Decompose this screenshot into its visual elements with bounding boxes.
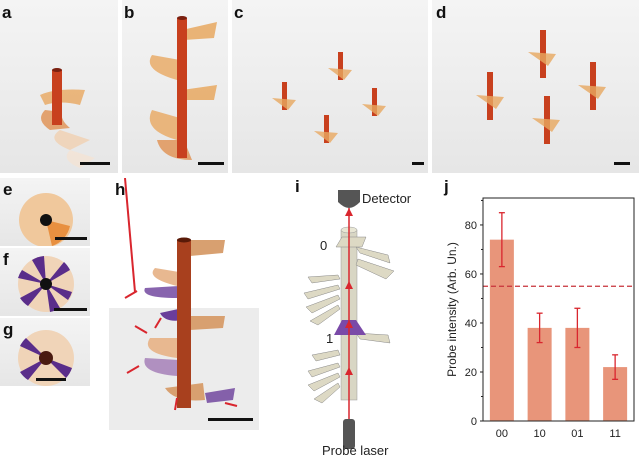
helix-one-level-photo <box>40 68 95 168</box>
photo-panel-a: a <box>0 0 118 173</box>
y-tick-label: 60 <box>465 269 477 281</box>
photo-panel-b: b <box>122 0 228 173</box>
panel-label: e <box>3 180 13 199</box>
bar-10 <box>527 327 552 421</box>
plot-frame <box>482 197 635 422</box>
level-label-0: 0 <box>320 238 327 253</box>
top-view-disc-unswitched <box>19 193 73 246</box>
level-label-1: 1 <box>326 331 333 346</box>
photo-panel-g: g <box>0 318 90 386</box>
panel-label: g <box>3 320 14 339</box>
panel-label: d <box>436 3 447 22</box>
panel-label: j <box>444 177 449 196</box>
panel-label: c <box>234 3 244 22</box>
panel-label: i <box>295 177 300 196</box>
top-view-disc-switched-partial <box>18 330 74 386</box>
scale-bar <box>55 237 87 240</box>
photo-panel-h: h <box>95 178 285 430</box>
y-tick-label: 20 <box>465 367 477 379</box>
scale-bar <box>614 162 630 165</box>
scale-bar <box>412 162 424 165</box>
y-tick-label: 40 <box>465 318 477 330</box>
x-tick-label: 11 <box>609 428 620 440</box>
y-tick-label: 80 <box>465 220 477 232</box>
four-helices-photo <box>272 52 386 143</box>
photo-panel-c: c <box>232 0 428 173</box>
y-tick-label: 0 <box>471 416 477 428</box>
detector-label: Detector <box>362 191 412 206</box>
scale-bar <box>198 162 224 165</box>
detector-icon <box>338 190 360 208</box>
photo-panel-d: d <box>432 0 639 173</box>
photo-panel-f: f <box>0 248 90 316</box>
four-two-level-helices-photo <box>476 30 606 144</box>
scale-bar <box>36 378 66 381</box>
y-axis-label: Probe intensity (Arb. Un.) <box>445 242 459 377</box>
scale-bar <box>54 308 87 311</box>
arrow-markers <box>124 178 238 411</box>
probe-laser-label: Probe laser <box>322 443 389 458</box>
schematic-panel-i: Detector Probe laser 0 1 i <box>290 175 470 467</box>
probe-laser-icon <box>343 419 355 449</box>
panel-label: a <box>2 3 12 22</box>
panel-label: h <box>115 180 126 199</box>
helix-two-level-photo <box>149 16 217 160</box>
panel-label: b <box>124 3 135 22</box>
photo-panel-e: e <box>0 178 90 246</box>
panel-label: f <box>3 250 9 269</box>
x-tick-label: 10 <box>534 428 546 440</box>
chart-panel-j: j 00 10 01 11 0 20 40 60 80 Probe intensity (Arb.… <box>440 175 639 467</box>
helix-with-switched-steps-photo <box>109 178 259 430</box>
bar-00 <box>489 239 514 421</box>
top-view-disc-switched-multiple <box>18 256 74 312</box>
x-tick-label: 00 <box>496 428 508 440</box>
helix-steps <box>303 236 395 404</box>
x-tick-label: 01 <box>571 428 583 440</box>
scale-bar <box>80 162 110 165</box>
probe-schematic: Detector Probe laser 0 1 <box>303 190 412 458</box>
scale-bar <box>208 418 253 421</box>
